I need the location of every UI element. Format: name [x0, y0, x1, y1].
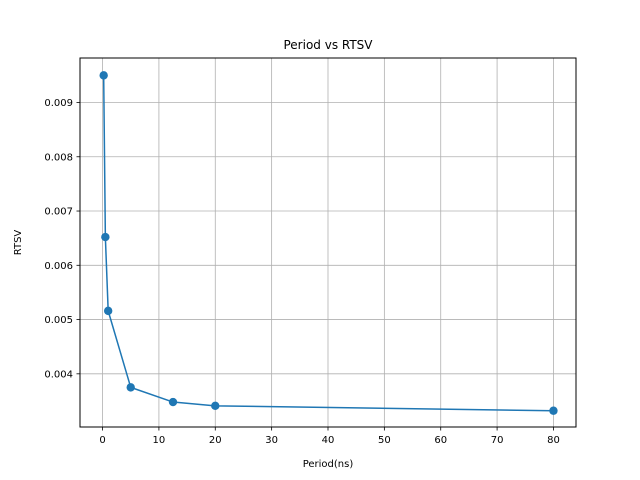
x-tick-label: 60: [434, 435, 447, 446]
x-axis-label: Period(ns): [303, 459, 354, 470]
chart-title: Period vs RTSV: [283, 38, 373, 52]
data-point: [549, 406, 558, 415]
x-tick-label: 70: [491, 435, 504, 446]
grid: [80, 58, 576, 427]
x-tick-label: 30: [265, 435, 278, 446]
data-point: [211, 401, 220, 411]
series: [99, 71, 558, 415]
y-tick-label: 0.006: [44, 261, 73, 272]
data-point: [103, 306, 113, 316]
data-point: [126, 383, 135, 392]
x-tick-label: 10: [153, 435, 166, 446]
x-tick-label: 50: [378, 435, 391, 446]
y-tick-label: 0.005: [44, 315, 73, 326]
y-tick-label: 0.004: [44, 369, 73, 380]
y-tick-label: 0.008: [44, 152, 73, 163]
y-tick-label: 0.009: [44, 98, 73, 109]
data-point: [99, 71, 108, 80]
data-point: [101, 232, 110, 242]
y-axis-label: RTSV: [13, 230, 24, 256]
ticks: 0 10 20 30 40 50 60 70 80 0.004 0.005 0.006 0.007 0.0…: [44, 98, 559, 446]
x-tick-label: 20: [209, 435, 222, 446]
x-tick-label: 0: [99, 435, 105, 446]
y-tick-label: 0.007: [44, 207, 73, 218]
data-point: [168, 397, 178, 407]
x-tick-label: 80: [547, 435, 560, 446]
x-tick-label: 40: [322, 435, 335, 446]
